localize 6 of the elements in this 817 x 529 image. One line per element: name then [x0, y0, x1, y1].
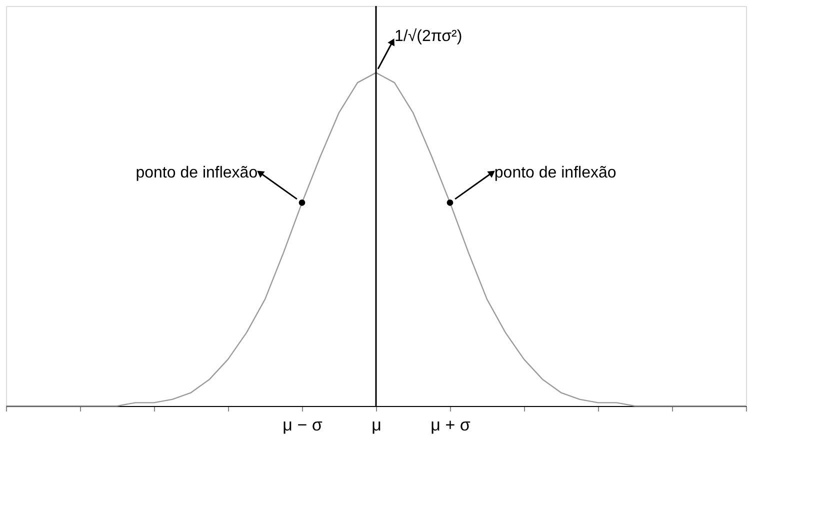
x-tick-label: μ + σ [430, 416, 471, 434]
annotation: ponto de inflexão [136, 164, 258, 182]
annotation: ponto de inflexão [494, 164, 616, 182]
x-tick-label: μ [372, 416, 382, 434]
annotation: 1/√(2πσ²) [394, 28, 462, 45]
x-tick-label: μ − σ [282, 416, 323, 434]
